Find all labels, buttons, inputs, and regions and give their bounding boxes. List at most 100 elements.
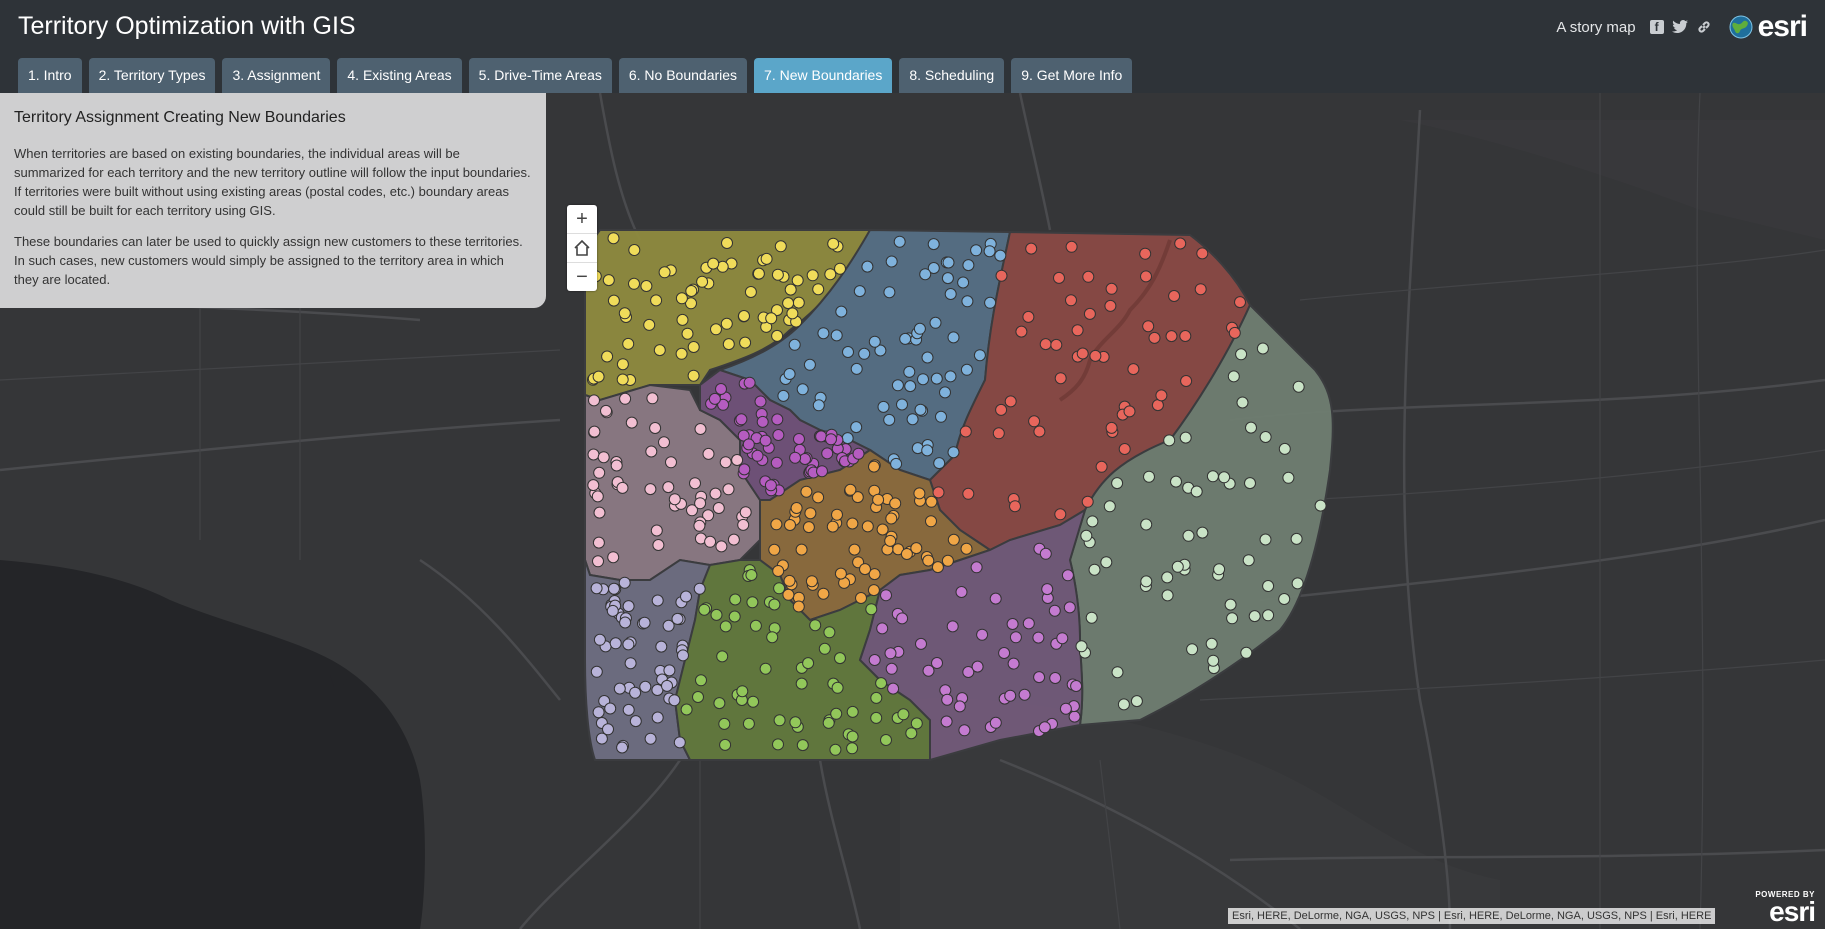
customer-point-blue[interactable] [906, 413, 919, 426]
customer-point-sage[interactable] [1111, 477, 1124, 490]
customer-point-yellow[interactable] [710, 323, 722, 336]
customer-point-blue[interactable] [850, 421, 863, 434]
customer-point-orange[interactable] [795, 543, 808, 556]
tab-new-boundaries[interactable]: 7. New Boundaries [754, 58, 893, 93]
customer-point-purple[interactable] [868, 654, 881, 666]
customer-point-blue[interactable] [812, 399, 825, 412]
customer-point-pink[interactable] [625, 416, 638, 429]
customer-point-pink[interactable] [737, 518, 750, 531]
customer-point-pink[interactable] [731, 454, 744, 466]
customer-point-blue[interactable] [893, 235, 906, 248]
customer-point-red[interactable] [1179, 330, 1192, 342]
customer-point-yellow[interactable] [792, 296, 805, 309]
customer-point-red[interactable] [1015, 325, 1028, 338]
customer-point-blue[interactable] [841, 432, 854, 445]
customer-point-pink[interactable] [650, 524, 663, 537]
customer-point-yellow[interactable] [786, 307, 799, 320]
customer-point-red[interactable] [1033, 425, 1046, 438]
customer-point-red[interactable] [1180, 375, 1193, 387]
customer-point-sage[interactable] [1179, 431, 1192, 444]
customer-point-pink[interactable] [702, 509, 715, 522]
tab-no-boundaries[interactable]: 6. No Boundaries [618, 58, 748, 93]
customer-point-purple[interactable] [989, 716, 1002, 729]
customer-point-orange[interactable] [941, 554, 954, 567]
customer-point-green[interactable] [830, 707, 843, 720]
customer-point-magenta[interactable] [708, 392, 721, 405]
customer-point-orange[interactable] [868, 460, 880, 473]
customer-point-orange[interactable] [844, 483, 857, 496]
customer-point-sage[interactable] [1100, 556, 1113, 569]
customer-point-purple[interactable] [970, 561, 983, 574]
customer-point-blue[interactable] [783, 368, 796, 380]
customer-point-blue[interactable] [788, 338, 801, 351]
customer-point-green[interactable] [728, 610, 741, 623]
customer-point-lavender[interactable] [595, 732, 608, 745]
customer-point-blue[interactable] [994, 249, 1007, 262]
customer-point-blue[interactable] [973, 349, 986, 362]
customer-point-pink[interactable] [600, 404, 612, 417]
customer-point-pink[interactable] [592, 536, 605, 549]
customer-point-yellow[interactable] [827, 237, 840, 250]
customer-point-green[interactable] [773, 582, 786, 595]
customer-point-pink[interactable] [704, 535, 717, 548]
customer-point-lavender[interactable] [629, 686, 642, 699]
customer-point-green[interactable] [822, 716, 835, 729]
customer-point-sage[interactable] [1170, 475, 1182, 488]
customer-point-sage[interactable] [1242, 554, 1255, 567]
customer-point-red[interactable] [1095, 460, 1108, 473]
customer-point-sage[interactable] [1278, 593, 1291, 605]
customer-point-yellow[interactable] [675, 347, 688, 360]
customer-point-orange[interactable] [804, 507, 817, 520]
customer-point-yellow[interactable] [739, 336, 752, 349]
customer-point-yellow[interactable] [616, 373, 629, 386]
customer-point-yellow[interactable] [607, 294, 620, 307]
customer-point-pink[interactable] [588, 425, 601, 438]
customer-point-orange[interactable] [805, 575, 818, 588]
customer-point-blue[interactable] [944, 370, 957, 383]
customer-point-yellow[interactable] [738, 310, 750, 322]
customer-point-yellow[interactable] [653, 344, 666, 357]
customer-point-red[interactable] [1139, 247, 1152, 260]
customer-point-orange[interactable] [782, 588, 795, 601]
customer-point-sage[interactable] [1088, 563, 1101, 576]
customer-point-yellow[interactable] [707, 257, 720, 270]
customer-point-pink[interactable] [739, 506, 752, 519]
customer-point-sage[interactable] [1259, 533, 1272, 546]
customer-point-pink[interactable] [593, 466, 606, 479]
customer-point-orange[interactable] [831, 508, 843, 521]
customer-point-yellow[interactable] [721, 237, 733, 249]
customer-point-red[interactable] [1065, 240, 1078, 253]
customer-point-green[interactable] [729, 593, 742, 606]
customer-point-red[interactable] [1127, 363, 1140, 376]
customer-point-blue[interactable] [903, 365, 916, 378]
customer-point-purple[interactable] [896, 612, 909, 625]
customer-point-green[interactable] [870, 711, 883, 724]
customer-point-blue[interactable] [941, 272, 954, 285]
customer-point-green[interactable] [809, 619, 822, 632]
customer-point-green[interactable] [695, 674, 707, 687]
customer-point-green[interactable] [897, 708, 910, 721]
customer-point-pink[interactable] [645, 445, 658, 458]
customer-point-magenta[interactable] [764, 479, 777, 492]
customer-point-pink[interactable] [644, 483, 657, 496]
customer-point-orange[interactable] [925, 515, 937, 528]
customer-point-sage[interactable] [1103, 500, 1116, 513]
customer-point-purple[interactable] [998, 647, 1011, 659]
customer-point-magenta[interactable] [715, 383, 727, 395]
customer-point-lavender[interactable] [651, 711, 664, 724]
customer-point-purple[interactable] [1068, 710, 1081, 723]
customer-point-yellow[interactable] [774, 240, 787, 253]
customer-point-orange[interactable] [826, 520, 839, 533]
customer-point-orange[interactable] [800, 485, 813, 498]
zoom-out-button[interactable]: − [576, 265, 588, 288]
customer-point-orange[interactable] [931, 561, 944, 574]
customer-point-blue[interactable] [957, 276, 970, 289]
customer-point-magenta[interactable] [754, 395, 767, 408]
customer-point-green[interactable] [719, 620, 732, 633]
customer-point-lavender[interactable] [671, 612, 684, 625]
customer-point-pink[interactable] [665, 456, 677, 469]
customer-point-purple[interactable] [884, 647, 897, 660]
customer-point-blue[interactable] [885, 255, 898, 268]
customer-point-magenta[interactable] [772, 429, 785, 441]
customer-point-blue[interactable] [984, 296, 997, 309]
